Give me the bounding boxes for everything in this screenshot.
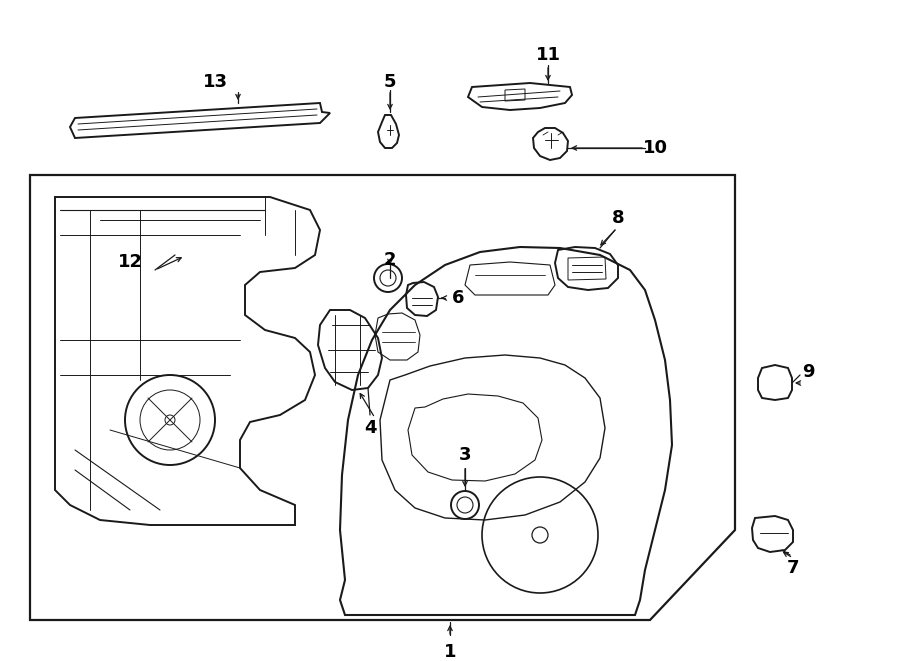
Text: 3: 3 [459,446,472,464]
Text: 8: 8 [612,209,625,227]
Text: 1: 1 [444,643,456,661]
Text: 12: 12 [118,253,142,271]
Text: 13: 13 [202,73,228,91]
Text: 4: 4 [364,419,376,437]
Text: 6: 6 [452,289,464,307]
Text: 9: 9 [802,363,814,381]
Text: 10: 10 [643,139,668,157]
Text: 2: 2 [383,251,396,269]
Text: 5: 5 [383,73,396,91]
Text: 7: 7 [787,559,799,577]
Text: 11: 11 [536,46,561,64]
